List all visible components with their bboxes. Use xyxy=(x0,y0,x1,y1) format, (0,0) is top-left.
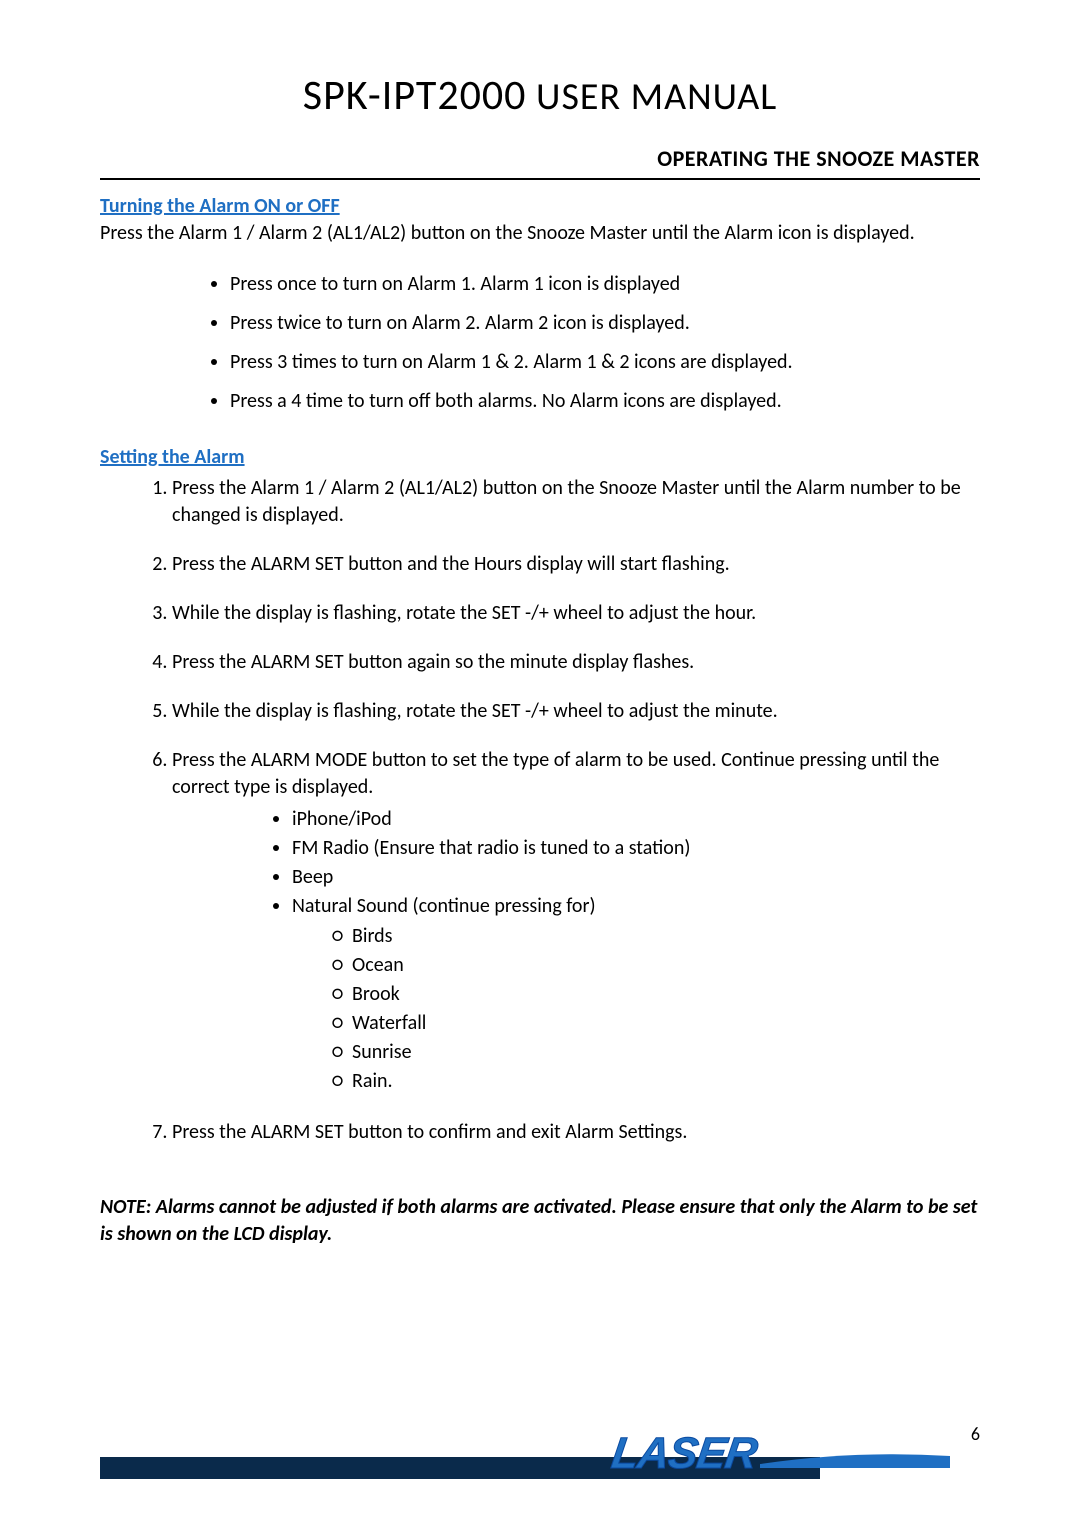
title-suffix: USER MANUAL xyxy=(526,74,777,120)
logo-text: LASER xyxy=(609,1429,760,1479)
list-item: Natural Sound (continue pressing for) Bi… xyxy=(292,892,980,1097)
list-item: Press the ALARM SET button to confirm an… xyxy=(172,1115,980,1164)
list-item: Waterfall xyxy=(352,1009,980,1038)
list-item: Press once to turn on Alarm 1. Alarm 1 i… xyxy=(230,265,980,304)
list-item: Beep xyxy=(292,863,980,892)
page-number: 6 xyxy=(971,1423,980,1445)
list-item: Press twice to turn on Alarm 2. Alarm 2 … xyxy=(230,304,980,343)
list-item: Press the ALARM SET button again so the … xyxy=(172,645,980,694)
natural-sound-label: Natural Sound (continue pressing for) xyxy=(292,894,596,918)
list-item: Birds xyxy=(352,922,980,951)
section-header: OPERATING THE SNOOZE MASTER xyxy=(100,145,980,172)
step6-text: Press the ALARM MODE button to set the t… xyxy=(172,748,939,799)
step6-modes: iPhone/iPod FM Radio (Ensure that radio … xyxy=(172,805,980,1097)
section-divider xyxy=(100,178,980,180)
brand-logo: LASER xyxy=(612,1429,950,1479)
list-item: Ocean xyxy=(352,951,980,980)
list-item: While the display is flashing, rotate th… xyxy=(172,596,980,645)
logo-swoosh-icon xyxy=(760,1454,950,1468)
title-model: SPK-IPT2000 xyxy=(303,70,527,121)
list-item: Sunrise xyxy=(352,1038,980,1067)
natural-sounds: Birds Ocean Brook Waterfall Sunrise Rain… xyxy=(292,922,980,1096)
list-item: iPhone/iPod xyxy=(292,805,980,834)
page-footer: LASER 6 xyxy=(0,1409,1080,1479)
section1-heading: Turning the Alarm ON or OFF xyxy=(100,194,980,218)
list-item: Press the ALARM MODE button to set the t… xyxy=(172,743,980,1115)
note-text: NOTE: Alarms cannot be adjusted if both … xyxy=(100,1194,980,1248)
list-item: While the display is flashing, rotate th… xyxy=(172,694,980,743)
section1-intro: Press the Alarm 1 / Alarm 2 (AL1/AL2) bu… xyxy=(100,220,980,247)
list-item: Press the Alarm 1 / Alarm 2 (AL1/AL2) bu… xyxy=(172,471,980,547)
page-content: SPK-IPT2000 USER MANUAL OPERATING THE SN… xyxy=(0,0,1080,1248)
list-item: Press a 4 time to turn off both alarms. … xyxy=(230,382,980,421)
list-item: Press 3 times to turn on Alarm 1 & 2. Al… xyxy=(230,343,980,382)
list-item: FM Radio (Ensure that radio is tuned to … xyxy=(292,834,980,863)
section2-steps: Press the Alarm 1 / Alarm 2 (AL1/AL2) bu… xyxy=(100,471,980,1164)
section2-heading: Setting the Alarm xyxy=(100,445,980,469)
list-item: Rain. xyxy=(352,1067,980,1096)
page-title: SPK-IPT2000 USER MANUAL xyxy=(100,70,980,121)
list-item: Brook xyxy=(352,980,980,1009)
list-item: Press the ALARM SET button and the Hours… xyxy=(172,547,980,596)
section1-bullets: Press once to turn on Alarm 1. Alarm 1 i… xyxy=(100,265,980,421)
